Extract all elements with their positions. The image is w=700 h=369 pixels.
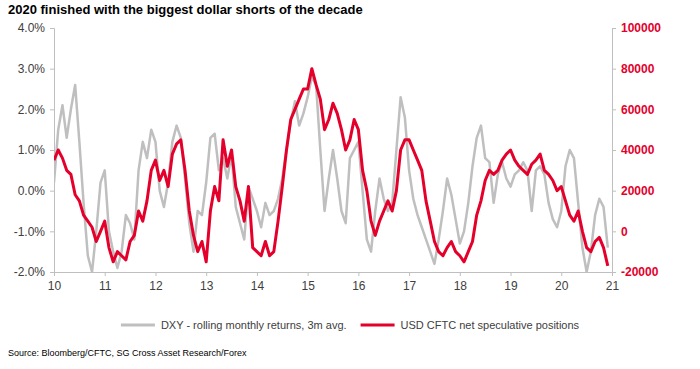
tick: 19: [504, 272, 518, 293]
tick: 60000: [612, 103, 655, 117]
tick-label: 2.0%: [18, 103, 46, 117]
tick-mark: [612, 191, 616, 192]
tick: 100000: [612, 21, 661, 35]
legend-label: USD CFTC net speculative positions: [401, 319, 580, 331]
legend-item: DXY - rolling monthly returns, 3m avg.: [121, 319, 347, 331]
tick-mark: [511, 272, 512, 276]
tick: 13: [200, 272, 214, 293]
tick-label: 3.0%: [18, 62, 46, 76]
tick: 4.0%: [18, 21, 54, 35]
tick-label: -20000: [621, 265, 659, 279]
tick-label: 11: [99, 279, 112, 293]
tick-mark: [612, 150, 616, 151]
tick: 21: [606, 272, 620, 293]
tick-mark: [50, 28, 54, 29]
tick: 16: [352, 272, 366, 293]
tick-label: 21: [606, 279, 620, 293]
tick-label: 60000: [621, 103, 655, 117]
tick: -20000: [612, 265, 659, 279]
tick-label: 16: [352, 279, 366, 293]
tick: 15: [301, 272, 315, 293]
tick: 17: [403, 272, 417, 293]
tick-mark: [612, 272, 616, 273]
tick: 3.0%: [18, 62, 54, 76]
tick-label: 20: [555, 279, 569, 293]
tick-mark: [612, 109, 616, 110]
tick-mark: [561, 272, 562, 276]
tick-mark: [105, 272, 106, 276]
tick-label: 40000: [621, 143, 655, 157]
y-axis: -2.0% -1.0% 0.0% 1.0% 2.0% 3.0% 4.0%: [14, 21, 55, 279]
tick-label: -2.0%: [14, 265, 46, 279]
tick: 2.0%: [18, 103, 54, 117]
tick-mark: [612, 69, 616, 70]
chart: 2020 finished with the biggest dollar sh…: [0, 0, 700, 369]
title: 2020 finished with the biggest dollar sh…: [8, 2, 363, 17]
tick-label: 13: [200, 279, 214, 293]
y2-axis: -20000 0 20000 40000 60000 80000 100000: [612, 21, 661, 279]
tick-mark: [612, 28, 616, 29]
tick-label: 0: [621, 225, 628, 239]
tick-mark: [358, 272, 359, 276]
legend-key: [361, 324, 395, 327]
tick-mark: [50, 191, 54, 192]
tick-label: 1.0%: [18, 143, 46, 157]
tick-mark: [257, 272, 258, 276]
tick-label: 19: [504, 279, 518, 293]
source: Source: Bloomberg/CFTC, SG Cross Asset R…: [8, 348, 247, 358]
tick-mark: [155, 272, 156, 276]
tick-label: 100000: [621, 21, 661, 35]
x-axis: 10 11 12 13 14 15 16 17 18 19 20 21: [48, 272, 620, 293]
tick: 80000: [612, 62, 655, 76]
axis-line: [50, 29, 55, 273]
tick-mark: [50, 150, 54, 151]
tick-label: 18: [454, 279, 468, 293]
legend-label: DXY - rolling monthly returns, 3m avg.: [161, 319, 347, 331]
tick-mark: [308, 272, 309, 276]
tick-label: -1.0%: [14, 225, 46, 239]
tick: 40000: [612, 143, 655, 157]
legend-key: [121, 324, 155, 327]
tick: 14: [251, 272, 265, 293]
tick: 0.0%: [18, 184, 54, 198]
tick: -1.0%: [14, 225, 54, 239]
tick-mark: [50, 231, 54, 232]
tick-mark: [460, 272, 461, 276]
tick-label: 14: [251, 279, 265, 293]
tick-label: 4.0%: [18, 21, 46, 35]
tick-mark: [50, 109, 54, 110]
tick-mark: [612, 231, 616, 232]
plot-area: [54, 69, 608, 272]
tick-mark: [409, 272, 410, 276]
tick: -2.0%: [14, 265, 54, 279]
tick: 1.0%: [18, 143, 54, 157]
axis-line: [613, 29, 617, 273]
tick-label: 20000: [621, 184, 655, 198]
tick-label: 80000: [621, 62, 655, 76]
tick: 20000: [612, 184, 655, 198]
tick-label: 15: [301, 279, 315, 293]
tick: 10: [48, 272, 62, 293]
tick-label: 17: [403, 279, 417, 293]
tick-mark: [50, 272, 54, 273]
tick-mark: [50, 69, 54, 70]
tick: 20: [555, 272, 569, 293]
tick: 18: [454, 272, 468, 293]
tick-label: 0.0%: [18, 184, 46, 198]
tick-mark: [206, 272, 207, 276]
tick: 0: [612, 225, 628, 239]
tick: 11: [99, 272, 112, 293]
series-line: [54, 69, 608, 266]
tick: 12: [149, 272, 163, 293]
legend-item: USD CFTC net speculative positions: [361, 319, 580, 331]
tick-label: 10: [48, 279, 62, 293]
axis-line: [55, 273, 613, 277]
legend: DXY - rolling monthly returns, 3m avg. US…: [121, 319, 580, 331]
tick-label: 12: [149, 279, 163, 293]
